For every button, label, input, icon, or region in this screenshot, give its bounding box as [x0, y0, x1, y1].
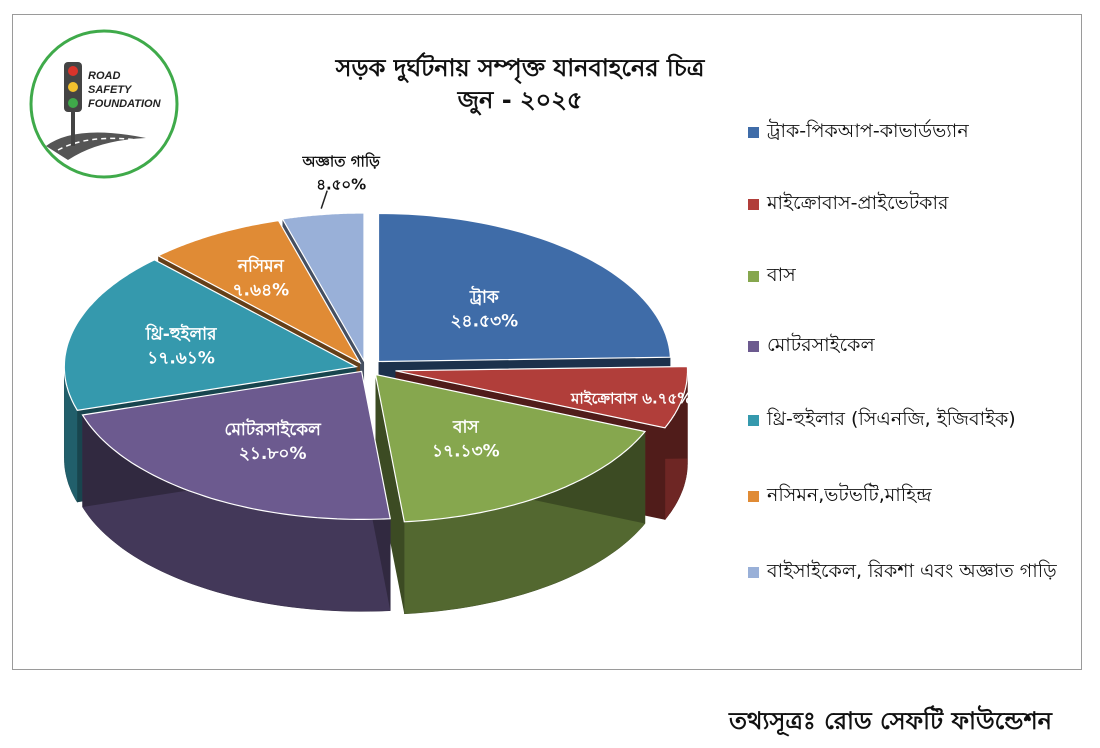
legend-item-1: ট্রাক-পিকআপ-কাভার্ডভ্যান: [748, 118, 1073, 145]
legend-swatch-5: [748, 415, 759, 426]
pie-slice-5: [63, 259, 359, 411]
leader-line-7: [320, 190, 328, 209]
pie-slice-3: [374, 373, 647, 523]
legend-swatch-3: [748, 271, 759, 282]
slice-label-2: মাইক্রোবাস ৬.৭৫%: [570, 389, 692, 408]
chart-subtitle: জুন - ২০২৫: [457, 86, 583, 114]
legend-label-7: বাইসাইকেল, রিকশা এবং অজ্ঞাত গাড়ি: [767, 560, 1057, 582]
slice-value-4: ২১.৮০%: [239, 444, 307, 464]
legend-label-4: মোটরসাইকেল: [767, 334, 875, 356]
pie-slice-4: [81, 370, 392, 520]
slice-label-5: থ্রি-হুইলার: [145, 323, 217, 345]
legend-item-5: থ্রি-হুইলার (সিএনজি, ইজিবাইক): [748, 406, 1073, 433]
legend-swatch-4: [748, 341, 759, 352]
logo-text-foundation: FOUNDATION: [88, 98, 162, 110]
slice-label-4: মোটরসাইকেল: [225, 418, 323, 440]
legend-swatch-1: [748, 127, 759, 138]
chart-title: সড়ক দুর্ঘটনায় সম্পৃক্ত যানবাহনের চিত্র…: [240, 52, 800, 116]
slice-value-1: ২৪.৫৩%: [451, 311, 519, 331]
logo-text-safety: SAFETY: [88, 84, 133, 96]
legend-swatch-7: [748, 567, 759, 578]
logo-text-road: ROAD: [88, 70, 120, 82]
slice-label-3: বাস: [452, 417, 479, 437]
legend-label-2: মাইক্রোবাস-প্রাইভেটকার: [767, 192, 949, 214]
pie-slice-6: [156, 219, 362, 365]
pie-slice-1: [377, 212, 672, 363]
legend-item-3: বাস: [748, 262, 1073, 289]
slice-label-6: নসিমন: [237, 255, 285, 277]
chart-title-main: সড়ক দুর্ঘটনায় সম্পৃক্ত যানবাহনের চিত্র: [335, 54, 705, 82]
legend-swatch-6: [748, 491, 759, 502]
pie-labels: ট্রাক ২৪.৫৩% মাইক্রোবাস ৬.৭৫% বাস ১৭.১৩% মোটর…: [145, 152, 692, 465]
road-safety-foundation-logo: ROAD SAFETY FOUNDATION: [29, 29, 179, 179]
slice-value-7: ৪.৫০%: [316, 176, 366, 194]
legend-label-6: নসিমন,ভটভটি,মাহিন্দ্র: [767, 484, 932, 506]
legend-label-3: বাস: [767, 264, 796, 286]
source-credit: তথ্যসূত্রঃ রোড সেফটি ফাউন্ডেশন: [728, 707, 1052, 735]
legend-item-6: নসিমন,ভটভটি,মাহিন্দ্র: [748, 482, 1073, 509]
legend-item-4: মোটরসাইকেল: [748, 332, 1073, 359]
pie-slice-7: [281, 212, 365, 364]
legend-label-5: থ্রি-হুইলার (সিএনজি, ইজিবাইক): [767, 408, 1016, 430]
slice-label-1: ট্রাক: [469, 285, 500, 307]
legend-swatch-2: [748, 199, 759, 210]
pie-slice-2: [395, 365, 689, 429]
legend-label-1: ট্রাক-পিকআপ-কাভার্ডভ্যান: [767, 120, 969, 142]
slice-value-5: ১৭.৬১%: [147, 349, 215, 369]
legend-item-7: বাইসাইকেল, রিকশা এবং অজ্ঞাত গাড়ি: [748, 558, 1073, 585]
slice-value-6: ৭.৬৪%: [233, 281, 290, 301]
legend-item-2: মাইক্রোবাস-প্রাইভেটকার: [748, 190, 1073, 217]
slice-label-7: অজ্ঞাত গাড়ি: [302, 152, 382, 171]
slice-value-3: ১৭.১৩%: [432, 441, 500, 461]
pie-tops: [63, 212, 689, 523]
pie-cut-3-1: [375, 374, 405, 614]
